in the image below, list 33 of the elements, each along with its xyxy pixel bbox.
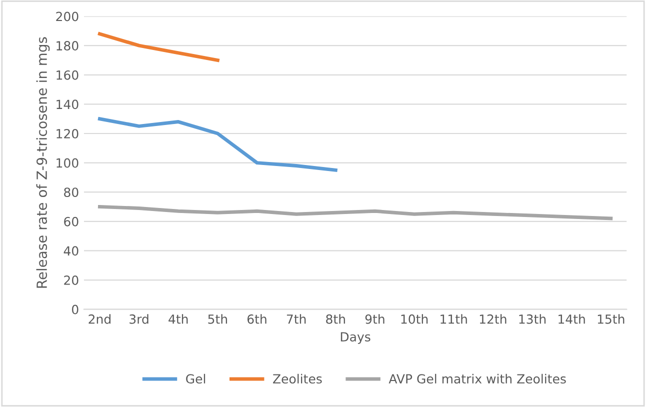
legend-label: Zeolites xyxy=(273,374,322,384)
legend-label: Gel xyxy=(186,374,206,384)
x-tick-label: 13th xyxy=(519,314,546,324)
x-tick-label: 8th xyxy=(326,314,345,324)
y-tick-label: 120 xyxy=(56,128,78,138)
x-tick-label: 11th xyxy=(440,314,467,324)
y-tick-label: 100 xyxy=(56,158,78,168)
x-tick-label: 7th xyxy=(286,314,306,324)
y-tick-label: 140 xyxy=(56,100,78,110)
x-tick-label: 4th xyxy=(168,314,188,324)
legend-label: AVP Gel matrix with Zeolites xyxy=(388,374,566,384)
x-tick-label: 10th xyxy=(401,314,428,324)
line-series xyxy=(98,117,338,172)
y-tick-label: 0 xyxy=(72,304,78,314)
y-tick-label: 80 xyxy=(64,188,78,198)
y-tick-label: 40 xyxy=(64,246,78,256)
y-tick-label: 200 xyxy=(56,12,78,22)
x-tick-label: 5th xyxy=(208,314,227,324)
line-series xyxy=(98,205,613,220)
x-tick-label: 14th xyxy=(558,314,585,324)
x-tick-label: 9th xyxy=(365,314,384,324)
x-tick-label: 3rd xyxy=(130,314,148,324)
y-tick-label: 20 xyxy=(64,275,78,285)
x-tick-label: 12th xyxy=(480,314,506,324)
y-axis-title: Release rate of Z-9-tricosene in mgs xyxy=(36,37,50,288)
line-series xyxy=(98,32,220,62)
x-tick-label: 2nd xyxy=(88,314,110,324)
y-tick-label: 180 xyxy=(56,41,78,51)
y-tick-label: 160 xyxy=(56,70,78,80)
x-tick-label: 6th xyxy=(247,314,266,324)
x-tick-label: 15th xyxy=(598,314,624,324)
y-tick-label: 60 xyxy=(64,216,78,226)
x-axis-title: Days xyxy=(340,332,370,344)
